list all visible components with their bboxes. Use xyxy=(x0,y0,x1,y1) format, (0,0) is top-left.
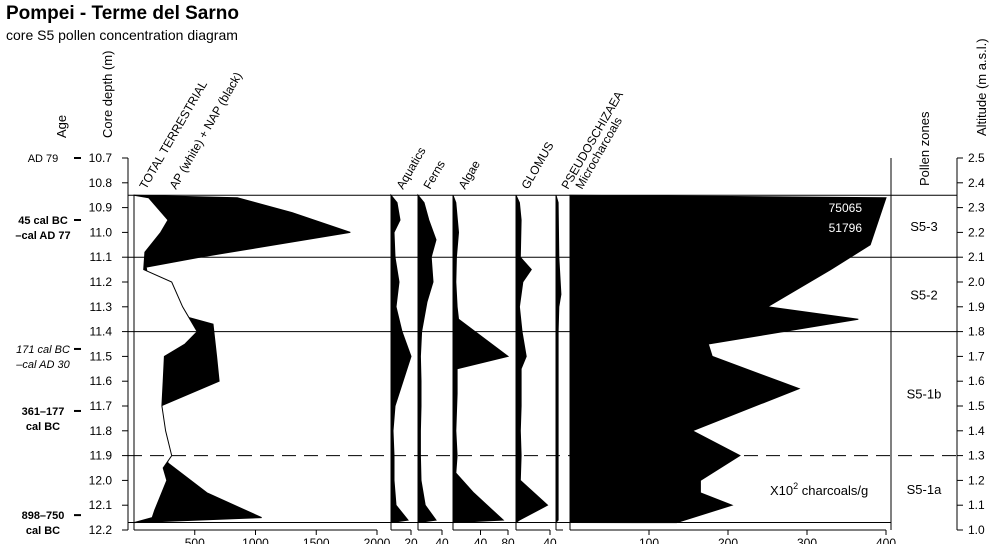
altitude-tick-label: 1.7 xyxy=(968,349,985,363)
altitude-tick-label: 1.6 xyxy=(968,374,985,388)
panel-x-tick-label: 200 xyxy=(718,536,738,544)
altitude-tick-label: 2.2 xyxy=(968,225,985,239)
depth-tick-label: 11.9 xyxy=(90,449,113,463)
depth-tick-label: 11.1 xyxy=(90,250,113,264)
age-label: –cal AD 77 xyxy=(15,230,70,242)
age-label: –cal AD 30 xyxy=(15,359,70,371)
age-label: cal BC xyxy=(26,525,60,537)
altitude-tick-label: 1.1 xyxy=(968,498,985,512)
curve-microcharcoals xyxy=(569,194,887,524)
depth-tick-label: 11.5 xyxy=(90,349,113,363)
depth-tick-label: 10.8 xyxy=(89,176,113,190)
age-label: 45 cal BC xyxy=(18,215,68,227)
panel-label: GLOMUS xyxy=(518,139,556,191)
depth-tick-label: 11.0 xyxy=(90,225,113,239)
curve-pseudoschizaea xyxy=(555,195,562,524)
altitude-tick-label: 2.3 xyxy=(968,201,985,215)
panel-x-tick-label: 40 xyxy=(474,536,488,544)
zones-label: Pollen zones xyxy=(917,111,932,186)
depth-tick-label: 11.3 xyxy=(90,300,113,314)
off-scale-value: 51796 xyxy=(829,221,863,235)
curve-ap-white xyxy=(133,194,198,524)
age-label: 171 cal BC xyxy=(16,344,70,356)
page-subtitle: core S5 pollen concentration diagram xyxy=(6,27,238,43)
panel-x-tick-label: 500 xyxy=(185,536,205,544)
zone-name: S5-3 xyxy=(910,219,937,234)
age-axis-label: Age xyxy=(54,115,69,138)
curve-total-terrestrial xyxy=(133,194,351,524)
panel-x-tick-label: 2000 xyxy=(364,536,391,544)
age-label: AD 79 xyxy=(28,153,59,165)
altitude-tick-label: 1.5 xyxy=(968,399,985,413)
panel-x-tick-label: 100 xyxy=(639,536,659,544)
depth-tick-label: 12.1 xyxy=(89,498,113,512)
depth-tick-label: 11.2 xyxy=(90,275,113,289)
depth-tick-label: 11.8 xyxy=(90,424,113,438)
curve-glomus xyxy=(515,194,549,524)
panel-x-tick-label: 80 xyxy=(501,536,515,544)
page-title: Pompei - Terme del Sarno xyxy=(6,3,239,24)
unit-exponent: 2 xyxy=(793,481,798,491)
panel-label: Ferns xyxy=(420,158,447,192)
altitude-tick-label: 1.4 xyxy=(968,424,985,438)
altitude-tick-label: 2.1 xyxy=(968,250,985,264)
zone-name: S5-1b xyxy=(907,387,942,402)
panel-x-tick-label: 400 xyxy=(876,536,896,544)
altitude-tick-label: 1.9 xyxy=(968,300,985,314)
off-scale-value: 75065 xyxy=(829,201,863,215)
zone-name: S5-1a xyxy=(907,482,942,497)
zone-name: S5-2 xyxy=(910,287,937,302)
curve-aquatics xyxy=(390,193,412,524)
panel-x-tick-label: 40 xyxy=(435,536,449,544)
unit-rest: charcoals/g xyxy=(798,483,868,498)
altitude-tick-label: 1.2 xyxy=(968,473,985,487)
panel-x-tick-label: 1500 xyxy=(303,536,330,544)
depth-tick-label: 11.4 xyxy=(90,325,113,339)
depth-axis-label: Core depth (m) xyxy=(100,51,115,138)
charcoal-unit-label: X102 charcoals/g xyxy=(770,481,868,498)
altitude-tick-label: 1.3 xyxy=(968,449,985,463)
curve-ferns xyxy=(417,193,437,524)
depth-tick-label: 10.9 xyxy=(89,201,113,215)
depth-tick-label: 12.2 xyxy=(89,523,113,537)
curve-algae xyxy=(452,195,510,524)
panel-label: Algae xyxy=(455,158,483,192)
altitude-tick-label: 1.8 xyxy=(968,325,985,339)
altitude-tick-label: 2.0 xyxy=(968,275,985,289)
panel-x-tick-label: 1000 xyxy=(242,536,269,544)
unit-base: X10 xyxy=(770,483,793,498)
depth-tick-label: 10.7 xyxy=(89,151,113,165)
panel-x-tick-label: 300 xyxy=(797,536,817,544)
panel-x-tick-label: 20 xyxy=(404,536,418,544)
altitude-tick-label: 2.5 xyxy=(968,151,985,165)
age-label: 361–177 xyxy=(22,406,65,418)
depth-tick-label: 11.6 xyxy=(90,374,113,388)
panel-x-tick-label: 40 xyxy=(543,536,557,544)
age-label: cal BC xyxy=(26,421,60,433)
altitude-tick-label: 2.4 xyxy=(968,176,985,190)
depth-tick-label: 11.7 xyxy=(90,399,113,413)
altitude-axis-label: Altitude (m a.s.l.) xyxy=(974,38,989,136)
age-label: 898–750 xyxy=(22,510,65,522)
altitude-tick-label: 1.0 xyxy=(968,523,985,537)
depth-tick-label: 12.0 xyxy=(89,473,113,487)
